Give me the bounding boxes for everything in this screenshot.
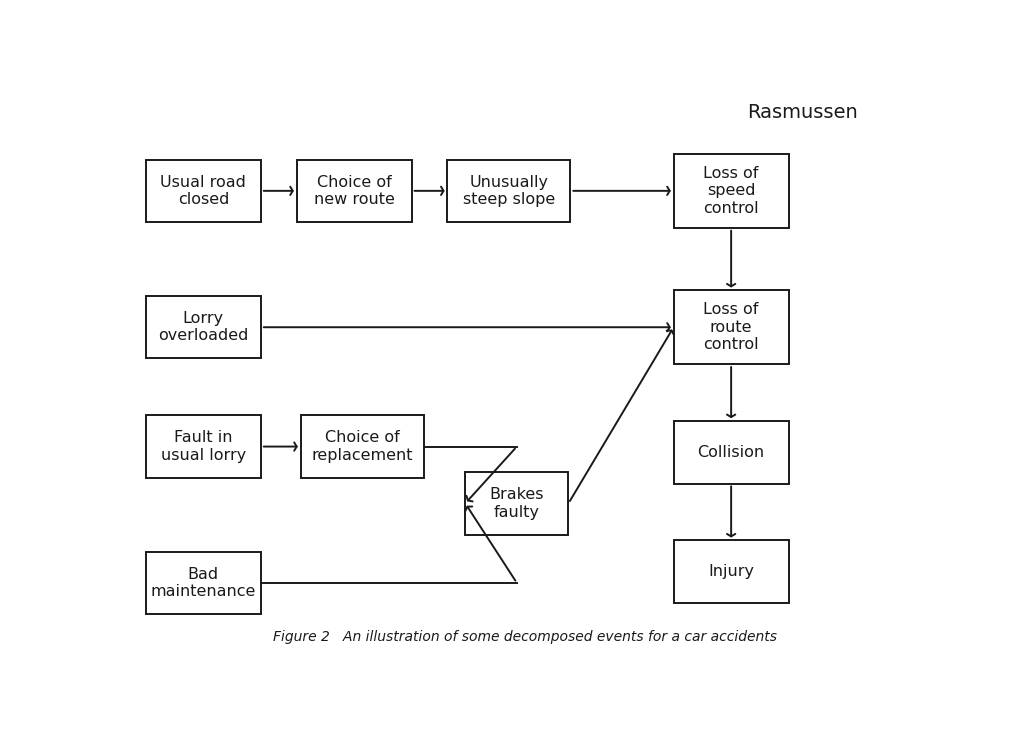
FancyBboxPatch shape <box>674 540 788 603</box>
Text: Loss of
route
control: Loss of route control <box>703 303 759 352</box>
FancyBboxPatch shape <box>447 159 570 222</box>
Text: Rasmussen: Rasmussen <box>748 103 858 122</box>
FancyBboxPatch shape <box>145 296 261 359</box>
Text: Unusually
steep slope: Unusually steep slope <box>463 175 555 207</box>
Text: Loss of
speed
control: Loss of speed control <box>703 166 759 215</box>
FancyBboxPatch shape <box>465 472 568 534</box>
FancyBboxPatch shape <box>145 415 261 477</box>
FancyBboxPatch shape <box>301 415 424 477</box>
Text: Brakes
faulty: Brakes faulty <box>489 487 544 520</box>
Text: Usual road
closed: Usual road closed <box>161 175 247 207</box>
Text: Injury: Injury <box>709 564 754 579</box>
Text: Fault in
usual lorry: Fault in usual lorry <box>161 430 246 463</box>
FancyBboxPatch shape <box>145 552 261 614</box>
Text: Choice of
replacement: Choice of replacement <box>311 430 413 463</box>
Text: Bad
maintenance: Bad maintenance <box>151 567 256 599</box>
Text: Lorry
overloaded: Lorry overloaded <box>158 311 249 343</box>
FancyBboxPatch shape <box>145 159 261 222</box>
Text: Choice of
new route: Choice of new route <box>313 175 394 207</box>
FancyBboxPatch shape <box>297 159 412 222</box>
FancyBboxPatch shape <box>674 421 788 483</box>
Text: Figure 2   An illustration of some decomposed events for a car accidents: Figure 2 An illustration of some decompo… <box>272 630 777 644</box>
FancyBboxPatch shape <box>674 290 788 364</box>
FancyBboxPatch shape <box>674 154 788 228</box>
Text: Collision: Collision <box>697 445 765 460</box>
